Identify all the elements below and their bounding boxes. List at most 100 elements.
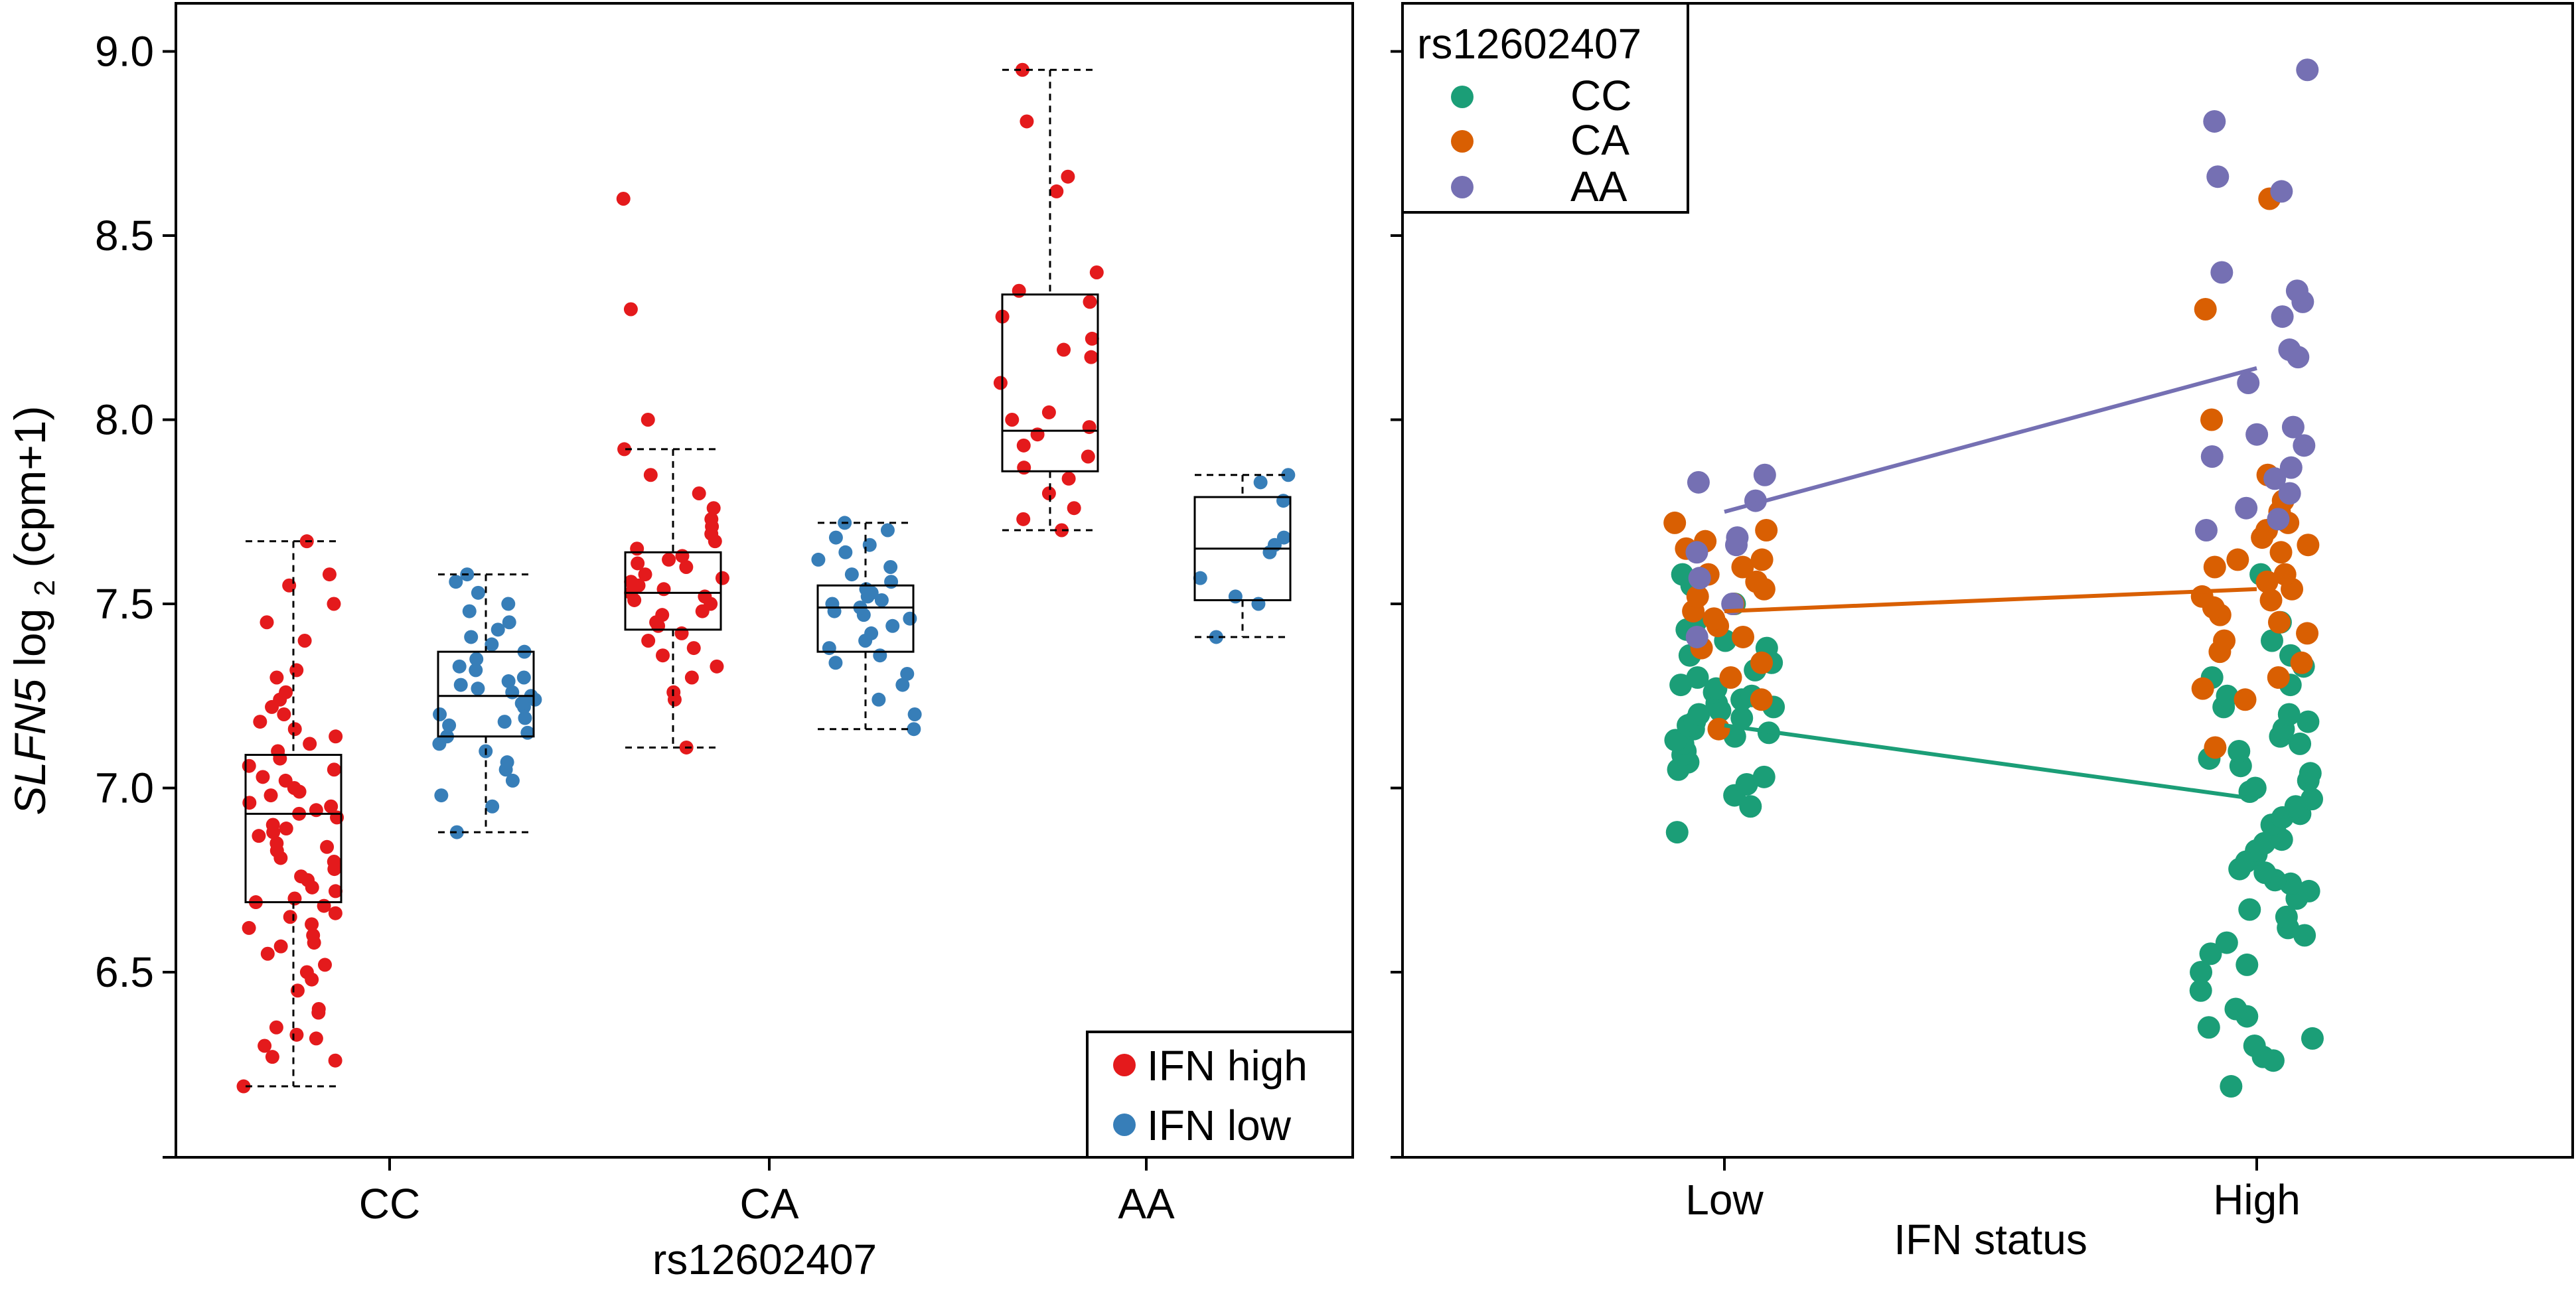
data-point (2197, 1016, 2220, 1039)
data-point (874, 593, 889, 607)
data-point (328, 1053, 342, 1068)
data-point (289, 663, 304, 678)
data-point (2278, 338, 2301, 362)
data-point (2289, 732, 2312, 755)
left-y-tick-label: 8.0 (95, 396, 154, 444)
data-point (828, 656, 843, 670)
data-point (2190, 585, 2214, 608)
data-point (242, 796, 257, 810)
data-point (2296, 58, 2319, 82)
data-point (662, 552, 676, 567)
data-point (2278, 482, 2301, 505)
data-point (2267, 508, 2290, 531)
data-point (497, 715, 512, 729)
data-point (2297, 534, 2320, 557)
right-mean-lines (1724, 366, 2257, 802)
data-point (1671, 563, 1694, 586)
data-point (328, 906, 342, 920)
data-point (2189, 979, 2212, 1002)
data-point (260, 946, 275, 961)
data-point (269, 1020, 283, 1035)
data-point (1707, 717, 1730, 741)
data-point (462, 604, 477, 618)
data-point (2199, 942, 2222, 966)
data-point (2191, 677, 2214, 700)
data-point (2203, 555, 2226, 579)
data-point (1084, 350, 1099, 364)
data-point (278, 773, 293, 788)
right-legend-box (1401, 2, 1689, 214)
data-point (1752, 765, 1776, 788)
data-point (471, 585, 485, 600)
right-x-axis-title: IFN status (1894, 1216, 2087, 1263)
box (816, 584, 915, 653)
data-point (2190, 961, 2213, 983)
legend-label-cc: CC (1570, 72, 1631, 119)
data-point (1015, 62, 1029, 77)
box (1001, 293, 1099, 472)
data-point (811, 552, 826, 567)
data-point (433, 707, 447, 721)
data-point (1089, 265, 1104, 279)
data-point (1061, 169, 1075, 184)
data-point (1731, 625, 1754, 648)
right-x-tick-label: Low (1685, 1176, 1764, 1224)
data-point (1251, 597, 1266, 611)
data-point (1685, 625, 1708, 648)
data-point (1005, 413, 1020, 427)
left-x-tick-label: AA (1118, 1180, 1175, 1228)
data-point (283, 910, 297, 924)
data-point (1687, 703, 1710, 726)
data-point (1686, 585, 1709, 608)
data-point (327, 597, 341, 611)
data-point (260, 615, 274, 630)
data-point (2263, 467, 2287, 490)
left-y-tick-label: 9.0 (95, 28, 154, 76)
data-point (1703, 607, 1726, 630)
data-point (706, 501, 721, 516)
data-point (1730, 707, 1754, 730)
data-point (258, 1039, 272, 1053)
data-point (2204, 736, 2227, 759)
data-point (2235, 953, 2259, 976)
box (244, 754, 342, 904)
left-y-tick-label: 7.0 (95, 764, 154, 812)
data-point (822, 641, 836, 656)
data-point (1276, 530, 1291, 545)
data-point (630, 541, 644, 556)
data-point (1750, 688, 1773, 711)
data-point (469, 652, 484, 666)
data-point (1055, 523, 1069, 538)
data-point (1016, 438, 1031, 453)
data-point (501, 674, 516, 689)
data-point (838, 545, 853, 559)
data-point (516, 670, 531, 685)
data-point (1067, 501, 1081, 516)
data-point (303, 737, 317, 751)
data-point (624, 575, 639, 589)
data-point (287, 891, 302, 906)
data-point (1687, 470, 1710, 494)
legend-marker-cc (1451, 86, 1474, 108)
data-point (1209, 630, 1223, 644)
data-point (1030, 427, 1045, 442)
legend-marker-ifn-high (1113, 1054, 1136, 1076)
data-point (1253, 475, 1268, 490)
legend-label-ifn-low: IFN low (1147, 1102, 1292, 1149)
data-point (2200, 408, 2224, 431)
data-point (2228, 740, 2251, 762)
data-point (471, 682, 485, 696)
data-point (2296, 622, 2319, 645)
data-point (1750, 651, 1774, 674)
data-point (880, 523, 895, 538)
left-y-tick-label: 7.5 (95, 580, 154, 628)
left-x-axis-title: rs12602407 (652, 1236, 877, 1283)
data-point (1083, 295, 1097, 309)
legend-marker-ifn-low (1113, 1114, 1136, 1136)
data-point (309, 803, 323, 818)
data-point (2226, 548, 2249, 571)
data-point (2279, 456, 2303, 479)
data-point (518, 711, 532, 725)
left-y-axis: 6.5 7.0 7.5 8.0 8.5 9.0 (95, 28, 176, 1159)
data-point (656, 582, 671, 597)
